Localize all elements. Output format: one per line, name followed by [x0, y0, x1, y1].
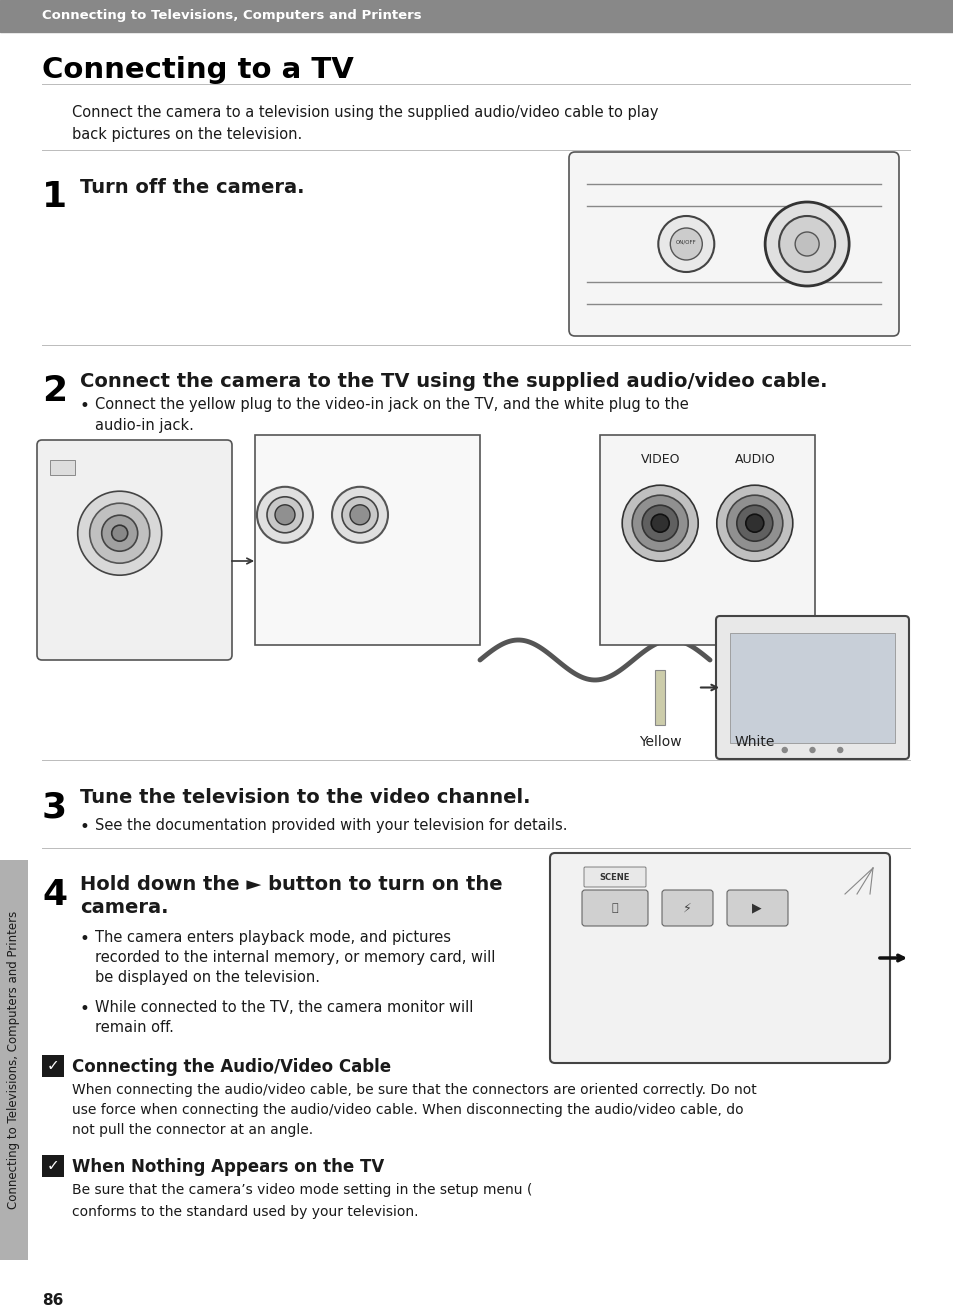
Circle shape [332, 486, 388, 543]
Text: White: White [734, 735, 774, 749]
Text: Tune the television to the video channel.: Tune the television to the video channel… [80, 788, 530, 807]
FancyBboxPatch shape [583, 867, 645, 887]
Text: SCENE: SCENE [599, 874, 630, 883]
Text: Connecting to Televisions, Computers and Printers: Connecting to Televisions, Computers and… [8, 911, 20, 1209]
Bar [599, 435, 814, 645]
Text: 3: 3 [42, 790, 67, 824]
Text: Hold down the ► button to turn on the: Hold down the ► button to turn on the [80, 875, 502, 894]
Circle shape [651, 514, 668, 532]
Text: ✓: ✓ [47, 1159, 59, 1173]
Circle shape [102, 515, 137, 551]
FancyBboxPatch shape [550, 853, 889, 1063]
Text: VIDEO: VIDEO [639, 453, 679, 466]
Text: Connecting to a TV: Connecting to a TV [42, 57, 354, 84]
Circle shape [745, 514, 763, 532]
Circle shape [779, 215, 834, 272]
Circle shape [274, 505, 294, 524]
Text: •: • [80, 930, 90, 947]
Text: Connect the yellow plug to the video-in jack on the TV, and the white plug to th: Connect the yellow plug to the video-in … [95, 397, 688, 434]
Text: While connected to the TV, the camera monitor will: While connected to the TV, the camera mo… [95, 1000, 473, 1014]
Text: When Nothing Appears on the TV: When Nothing Appears on the TV [71, 1158, 384, 1176]
Bar [729, 633, 894, 742]
Text: AUDIO: AUDIO [734, 453, 775, 466]
Circle shape [112, 526, 128, 541]
Bar [655, 670, 664, 725]
Bar [50, 460, 75, 474]
Circle shape [794, 233, 819, 256]
Bar [0, 0, 953, 32]
Circle shape [809, 748, 814, 753]
Text: 1: 1 [42, 180, 67, 214]
Text: recorded to the internal memory, or memory card, will: recorded to the internal memory, or memo… [95, 950, 495, 964]
FancyBboxPatch shape [726, 890, 787, 926]
Text: conforms to the standard used by your television.: conforms to the standard used by your te… [71, 1205, 418, 1219]
Text: •: • [80, 819, 90, 836]
Text: •: • [80, 1000, 90, 1018]
Circle shape [341, 497, 377, 532]
Text: 86: 86 [42, 1293, 63, 1307]
Circle shape [781, 748, 786, 753]
Text: ON/OFF: ON/OFF [676, 239, 696, 244]
Circle shape [764, 202, 848, 286]
Circle shape [726, 495, 782, 551]
Text: Yellow: Yellow [639, 735, 680, 749]
Circle shape [256, 486, 313, 543]
Bar [0, 859, 28, 1260]
Text: When connecting the audio/video cable, be sure that the connectors are oriented : When connecting the audio/video cable, b… [71, 1083, 756, 1137]
Text: Connect the camera to a television using the supplied audio/video cable to play
: Connect the camera to a television using… [71, 105, 658, 142]
Circle shape [77, 491, 161, 576]
FancyBboxPatch shape [568, 152, 898, 336]
Text: ✓: ✓ [47, 1059, 59, 1074]
Text: Be sure that the camera’s video mode setting in the setup menu (: Be sure that the camera’s video mode set… [71, 1183, 532, 1197]
Bar [254, 435, 479, 645]
FancyBboxPatch shape [661, 890, 712, 926]
Circle shape [90, 503, 150, 564]
FancyBboxPatch shape [37, 440, 232, 660]
Circle shape [641, 505, 678, 541]
FancyBboxPatch shape [716, 616, 908, 759]
Circle shape [736, 505, 772, 541]
Bar [42, 1155, 64, 1177]
Text: ▶: ▶ [751, 901, 761, 915]
Text: be displayed on the television.: be displayed on the television. [95, 970, 319, 986]
Text: 4: 4 [42, 878, 67, 912]
Circle shape [837, 748, 841, 753]
Text: Connect the camera to the TV using the supplied audio/video cable.: Connect the camera to the TV using the s… [80, 372, 826, 392]
Text: 2: 2 [42, 374, 67, 409]
Text: The camera enters playback mode, and pictures: The camera enters playback mode, and pic… [95, 930, 451, 945]
Text: •: • [80, 397, 90, 415]
Text: Turn off the camera.: Turn off the camera. [80, 177, 304, 197]
Circle shape [670, 229, 701, 260]
Bar [42, 1055, 64, 1077]
Text: Connecting the Audio/Video Cable: Connecting the Audio/Video Cable [71, 1058, 391, 1076]
Circle shape [658, 215, 714, 272]
Text: Connecting to Televisions, Computers and Printers: Connecting to Televisions, Computers and… [42, 9, 421, 22]
Circle shape [632, 495, 687, 551]
Text: remain off.: remain off. [95, 1020, 173, 1035]
Bar [749, 670, 759, 725]
FancyBboxPatch shape [581, 890, 647, 926]
Text: 📷: 📷 [611, 903, 618, 913]
Circle shape [716, 485, 792, 561]
Circle shape [621, 485, 698, 561]
Text: See the documentation provided with your television for details.: See the documentation provided with your… [95, 819, 567, 833]
Circle shape [267, 497, 303, 532]
Circle shape [350, 505, 370, 524]
Text: camera.: camera. [80, 897, 169, 917]
Text: ⚡: ⚡ [682, 901, 691, 915]
